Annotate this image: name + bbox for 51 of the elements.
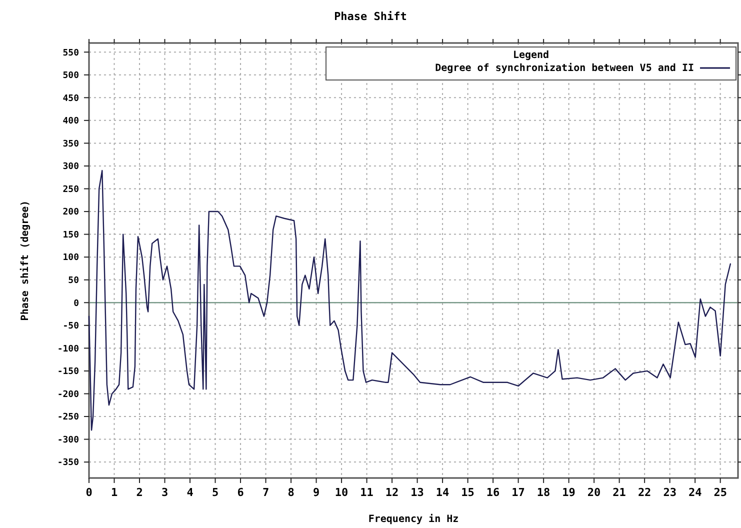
y-tick-label: 450	[62, 94, 79, 104]
line-series	[88, 170, 732, 431]
y-tick-label: 400	[62, 116, 79, 127]
x-tick-label: 14	[436, 486, 450, 499]
x-tick-label: 1	[110, 486, 118, 499]
x-tick-label: 13	[410, 486, 424, 499]
chart-title: Phase Shift	[334, 10, 407, 23]
y-tick-label: 250	[62, 184, 79, 195]
x-tick-label: 24	[688, 486, 702, 499]
x-tick-label: 9	[312, 486, 320, 499]
x-tick-label: 19	[562, 486, 576, 499]
x-tick-label: 25	[714, 486, 727, 499]
y-tick-label: 300	[62, 162, 79, 172]
legend-label: Degree of synchronization between V5 and II	[435, 62, 694, 74]
legend-title: Legend	[512, 50, 550, 61]
x-tick-label: 11	[360, 486, 374, 499]
x-tick-label: 12	[385, 486, 399, 499]
x-tick-label: 20	[587, 486, 601, 499]
y-tick-label: -50	[62, 322, 79, 332]
x-tick-label: 5	[212, 486, 219, 499]
y-tick-label: 200	[62, 208, 79, 218]
y-axis-title: Phase shift (degree)	[19, 200, 31, 321]
x-tick-label: 23	[663, 486, 676, 499]
y-tick-label: 0	[74, 298, 79, 309]
y-tick-label: -150	[57, 367, 79, 378]
y-tick-label: 150	[62, 230, 79, 240]
y-tick-label: 500	[62, 71, 79, 82]
y-tick-label: -250	[57, 412, 79, 423]
x-tick-label: 4	[186, 486, 194, 499]
x-tick-label: 16	[486, 486, 500, 499]
x-tick-label: 15	[461, 486, 474, 499]
y-tick-label: -200	[57, 390, 79, 400]
x-tick-label: 0	[86, 486, 92, 499]
y-tick-label: 100	[62, 253, 79, 264]
x-tick-label: 18	[536, 486, 550, 499]
x-tick-label: 8	[288, 486, 294, 499]
y-tick-label: 550	[62, 48, 79, 58]
x-tick-label: 7	[262, 486, 270, 499]
x-tick-label: 6	[237, 486, 244, 499]
x-tick-label: 21	[612, 486, 626, 499]
x-axis-title: Frequency in Hz	[368, 513, 459, 525]
y-tick-label: -100	[57, 344, 79, 354]
y-tick-label: 50	[68, 276, 79, 286]
x-tick-label: 17	[512, 486, 525, 499]
x-tick-label: 10	[334, 486, 348, 499]
x-tick-label: 2	[136, 486, 143, 499]
x-tick-label: 3	[161, 486, 168, 499]
x-tick-label: 22	[638, 486, 652, 499]
y-tick-label: -350	[57, 458, 79, 468]
y-tick-label: 350	[62, 139, 79, 150]
y-tick-label: -300	[57, 435, 79, 446]
